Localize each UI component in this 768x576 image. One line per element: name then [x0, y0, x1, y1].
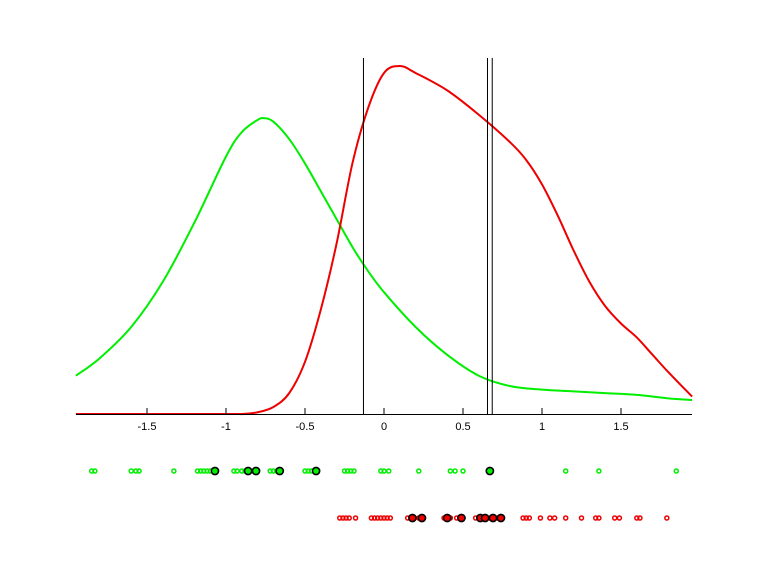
rug-point: [341, 468, 348, 474]
rug-point: [381, 515, 387, 521]
rug-point: [520, 515, 526, 521]
x-tick-label: 1: [539, 421, 545, 433]
rug-point: [526, 515, 533, 521]
rug-point: [387, 515, 394, 521]
rug-point: [381, 468, 387, 474]
red-density-curve: [75, 64, 693, 416]
rug-point: [385, 468, 392, 474]
rug-point: [460, 468, 466, 474]
highlighted-point: [251, 466, 261, 476]
rug-point: [374, 515, 381, 521]
rug-point: [537, 515, 544, 521]
x-tick-label: 0.5: [455, 421, 470, 433]
rug-point: [664, 515, 670, 521]
rug-point: [302, 468, 308, 474]
density-curves: [75, 64, 693, 416]
rug-point: [596, 468, 602, 474]
red-points: [337, 513, 670, 523]
rug-point: [128, 468, 134, 474]
highlighted-point: [480, 513, 490, 523]
highlighted-point: [488, 513, 498, 523]
rug-point: [562, 515, 569, 521]
rug-point: [348, 468, 354, 474]
rug-point: [447, 468, 454, 474]
rug-point: [384, 515, 390, 521]
rug-point: [337, 515, 343, 521]
rug-point: [378, 468, 384, 474]
rug-point: [171, 468, 177, 474]
rug-point: [204, 468, 210, 474]
highlighted-point: [457, 513, 466, 523]
highlighted-point: [243, 466, 253, 476]
rug-point: [88, 468, 95, 474]
x-axis: -1.5 -1 -0.5 0 0.5 1 1.5: [76, 408, 692, 433]
rug-point: [346, 515, 352, 521]
rug-point: [547, 515, 553, 521]
rug-point: [452, 468, 458, 474]
vertical-marker-lines: [362, 58, 493, 414]
highlighted-point: [275, 466, 285, 476]
rug-point: [136, 468, 142, 474]
rug-point: [194, 468, 201, 474]
rug-point: [133, 468, 139, 474]
rug-point: [596, 515, 602, 521]
x-tick-label: 1.5: [613, 421, 628, 433]
rug-point: [267, 468, 273, 474]
x-tick-label: 0: [381, 421, 387, 433]
rug-point: [523, 515, 529, 521]
rug-point: [378, 515, 384, 521]
highlighted-point: [210, 466, 220, 476]
rug-point: [611, 515, 618, 521]
rug-point-rows: [88, 466, 680, 523]
rug-point: [305, 468, 311, 474]
green-points: [88, 466, 680, 476]
highlighted-point: [311, 466, 321, 476]
rug-point: [344, 468, 351, 474]
highlighted-point: [417, 513, 427, 523]
rug-point: [562, 468, 569, 474]
rug-point: [416, 468, 422, 474]
highlighted-point: [442, 513, 452, 523]
rug-point: [368, 515, 375, 521]
rug-point: [616, 515, 623, 521]
rug-point: [371, 515, 378, 521]
rug-point: [551, 515, 558, 521]
rug-point: [201, 468, 207, 474]
rug-point: [197, 468, 204, 474]
rug-point: [592, 515, 599, 521]
x-tick-label: -1.5: [138, 421, 157, 433]
rug-point: [92, 468, 98, 474]
highlighted-point: [496, 513, 506, 523]
rug-point: [578, 515, 585, 521]
highlighted-point: [485, 466, 495, 476]
rug-point: [352, 515, 359, 521]
rug-point: [343, 515, 349, 521]
highlighted-point: [408, 513, 417, 523]
rug-point: [231, 468, 237, 474]
rug-point: [340, 515, 346, 521]
rug-point: [637, 515, 643, 521]
x-tick-label: -1: [221, 421, 231, 433]
x-tick-label: -0.5: [296, 421, 315, 433]
rug-point: [673, 468, 680, 474]
green-density-curve: [75, 117, 693, 402]
rug-point: [634, 515, 640, 521]
rug-point: [351, 468, 357, 474]
rug-point: [234, 468, 240, 474]
